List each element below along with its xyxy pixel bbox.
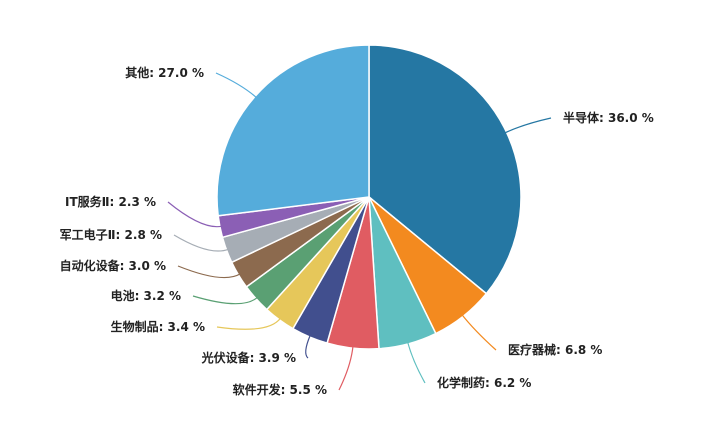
slice-label: 生物制品: 3.4 % xyxy=(111,319,205,334)
leader-line xyxy=(338,346,354,391)
slice-label: 半导体: 36.0 % xyxy=(563,110,654,125)
slice-label: 医疗器械: 6.8 % xyxy=(508,342,602,357)
leader-line xyxy=(461,314,497,351)
leader-line xyxy=(504,117,552,134)
slice-label: 软件开发: 5.5 % xyxy=(233,382,327,397)
leader-lines xyxy=(167,72,552,391)
leader-line xyxy=(173,234,229,252)
leader-line xyxy=(407,341,426,384)
leader-line xyxy=(216,317,281,330)
pie-slice xyxy=(216,44,370,217)
leader-line xyxy=(305,334,311,359)
pie-slices xyxy=(216,44,522,350)
slice-label: 军工电子Ⅱ: 2.8 % xyxy=(60,227,162,242)
slice-label: 自动化设备: 3.0 % xyxy=(60,258,166,273)
slice-label: 其他: 27.0 % xyxy=(125,65,204,80)
slice-label: IT服务Ⅱ: 2.3 % xyxy=(65,194,156,209)
leader-line xyxy=(177,265,241,279)
leader-line xyxy=(192,295,258,305)
slice-labels: 半导体: 36.0 % 医疗器械: 6.8 % 化学制药: 6.2 % 软件开发: 5… xyxy=(60,65,654,397)
leader-line xyxy=(215,72,257,99)
slice-label: 光伏设备: 3.9 % xyxy=(201,350,296,365)
slice-label: 化学制药: 6.2 % xyxy=(437,375,531,390)
leader-line xyxy=(167,201,223,228)
slice-label: 电池: 3.2 % xyxy=(111,288,181,303)
